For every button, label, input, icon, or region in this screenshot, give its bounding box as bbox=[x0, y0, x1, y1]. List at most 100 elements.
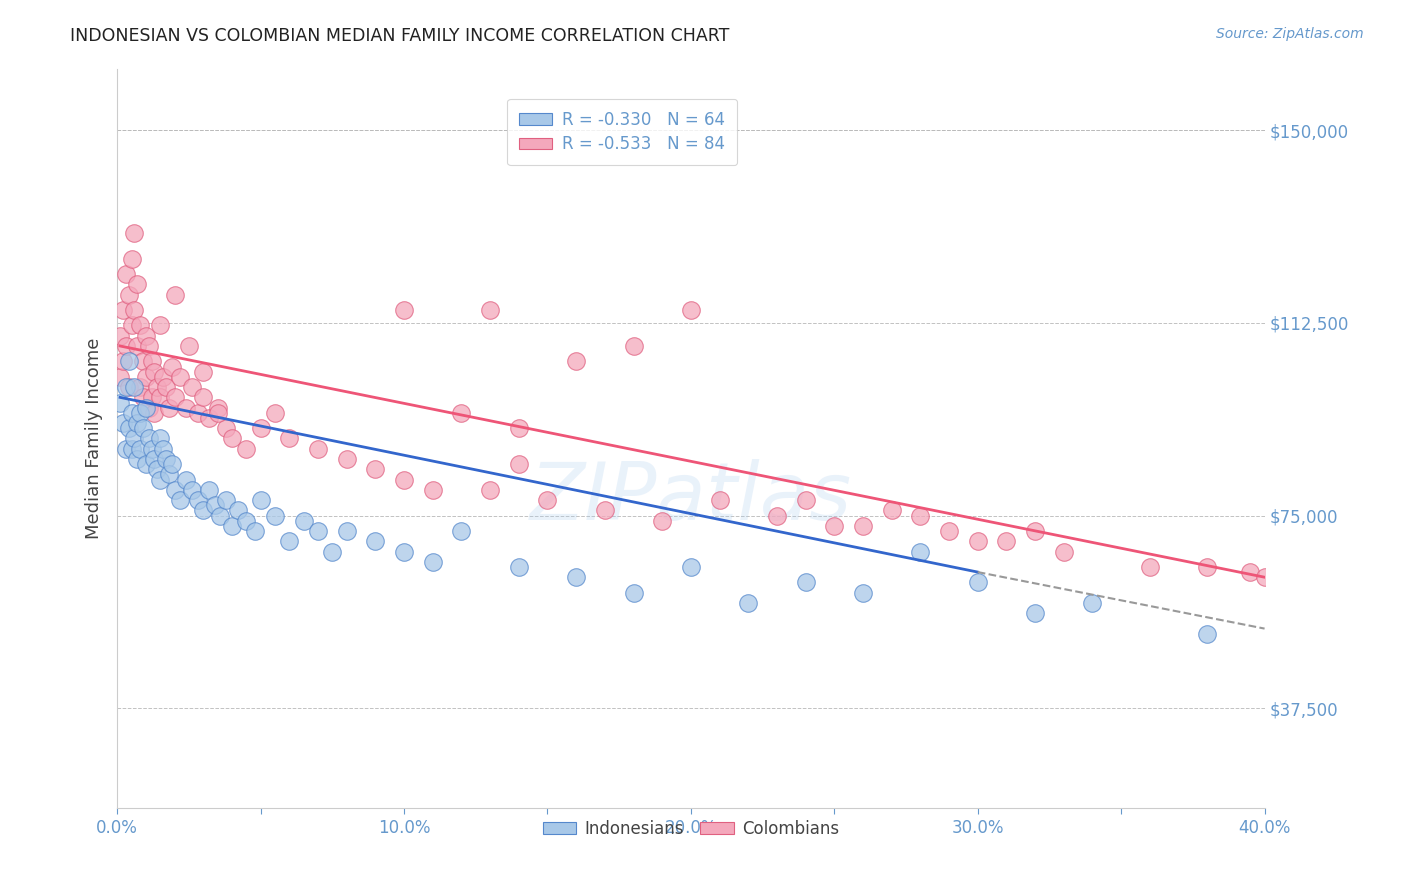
Point bbox=[593, 503, 616, 517]
Point bbox=[623, 339, 645, 353]
Point bbox=[149, 390, 172, 404]
Point bbox=[422, 555, 444, 569]
Point bbox=[186, 406, 208, 420]
Point bbox=[177, 339, 200, 353]
Point bbox=[966, 575, 988, 590]
Point bbox=[129, 318, 152, 333]
Point bbox=[152, 442, 174, 456]
Point bbox=[174, 401, 197, 415]
Point bbox=[292, 514, 315, 528]
Point bbox=[180, 380, 202, 394]
Point bbox=[108, 395, 131, 409]
Point bbox=[679, 303, 702, 318]
Point bbox=[198, 483, 221, 497]
Point bbox=[450, 524, 472, 538]
Point bbox=[146, 380, 169, 394]
Point bbox=[966, 534, 988, 549]
Point bbox=[141, 354, 163, 368]
Point bbox=[278, 432, 301, 446]
Point bbox=[392, 473, 415, 487]
Point bbox=[392, 544, 415, 558]
Point bbox=[307, 442, 329, 456]
Point bbox=[124, 226, 146, 240]
Point bbox=[207, 406, 229, 420]
Point bbox=[174, 473, 197, 487]
Point bbox=[193, 365, 215, 379]
Point bbox=[215, 421, 238, 435]
Point bbox=[135, 369, 157, 384]
Point bbox=[336, 524, 359, 538]
Point bbox=[155, 452, 177, 467]
Point bbox=[111, 303, 134, 318]
Point bbox=[1197, 626, 1219, 640]
Point bbox=[114, 339, 136, 353]
Point bbox=[132, 390, 155, 404]
Point bbox=[111, 416, 134, 430]
Point bbox=[149, 473, 172, 487]
Point bbox=[141, 390, 163, 404]
Text: ZIPatlas: ZIPatlas bbox=[530, 458, 852, 537]
Point bbox=[364, 534, 387, 549]
Point bbox=[114, 380, 136, 394]
Point bbox=[129, 380, 152, 394]
Point bbox=[132, 354, 155, 368]
Point bbox=[152, 369, 174, 384]
Point bbox=[852, 518, 875, 533]
Point bbox=[794, 575, 817, 590]
Point bbox=[111, 354, 134, 368]
Point bbox=[143, 406, 166, 420]
Point bbox=[132, 421, 155, 435]
Point bbox=[124, 432, 146, 446]
Point bbox=[138, 339, 160, 353]
Point bbox=[121, 252, 143, 266]
Point bbox=[364, 462, 387, 476]
Y-axis label: Median Family Income: Median Family Income bbox=[86, 338, 103, 539]
Point bbox=[135, 457, 157, 471]
Point bbox=[565, 354, 588, 368]
Point bbox=[565, 570, 588, 584]
Point bbox=[127, 452, 149, 467]
Point bbox=[249, 421, 271, 435]
Point bbox=[651, 514, 673, 528]
Legend: Indonesians, Colombians: Indonesians, Colombians bbox=[536, 814, 846, 845]
Point bbox=[766, 508, 789, 523]
Point bbox=[157, 401, 180, 415]
Point bbox=[479, 303, 502, 318]
Point bbox=[114, 442, 136, 456]
Point bbox=[198, 411, 221, 425]
Point bbox=[138, 401, 160, 415]
Point bbox=[910, 508, 932, 523]
Point bbox=[108, 369, 131, 384]
Point bbox=[910, 544, 932, 558]
Point bbox=[235, 442, 257, 456]
Point bbox=[127, 277, 149, 292]
Point bbox=[679, 560, 702, 574]
Point bbox=[938, 524, 960, 538]
Point bbox=[186, 493, 208, 508]
Text: Source: ZipAtlas.com: Source: ZipAtlas.com bbox=[1216, 27, 1364, 41]
Point bbox=[1081, 596, 1104, 610]
Point bbox=[508, 560, 530, 574]
Point bbox=[160, 359, 183, 374]
Point bbox=[121, 406, 143, 420]
Point bbox=[823, 518, 845, 533]
Point bbox=[221, 432, 243, 446]
Point bbox=[138, 432, 160, 446]
Point bbox=[149, 432, 172, 446]
Point bbox=[209, 508, 232, 523]
Point bbox=[508, 457, 530, 471]
Point bbox=[169, 369, 191, 384]
Point bbox=[852, 585, 875, 599]
Point bbox=[243, 524, 266, 538]
Point bbox=[1253, 570, 1275, 584]
Point bbox=[536, 493, 558, 508]
Point bbox=[127, 339, 149, 353]
Point bbox=[160, 457, 183, 471]
Point bbox=[135, 401, 157, 415]
Point bbox=[264, 508, 287, 523]
Point bbox=[450, 406, 472, 420]
Point bbox=[215, 493, 238, 508]
Point bbox=[1053, 544, 1076, 558]
Point bbox=[193, 390, 215, 404]
Point bbox=[336, 452, 359, 467]
